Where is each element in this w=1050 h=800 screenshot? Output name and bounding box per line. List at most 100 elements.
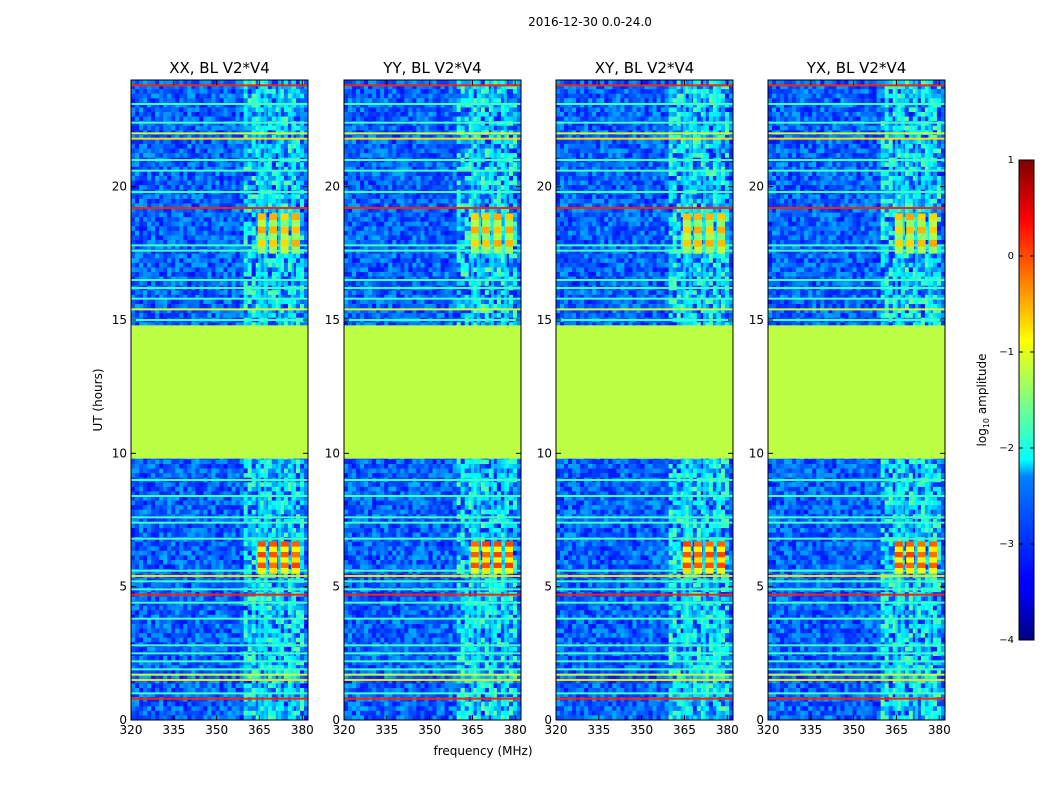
heatmap-cell [179, 560, 184, 565]
heatmap-cell [131, 482, 136, 488]
heatmap-cell [243, 153, 248, 159]
heatmap-cell [287, 98, 293, 104]
heatmap-cell [195, 582, 200, 588]
heatmap-cell [143, 98, 148, 104]
heatmap-cell [215, 212, 220, 218]
heatmap-cell [183, 509, 188, 515]
heatmap-cell [295, 171, 301, 177]
heatmap-cell [195, 555, 200, 561]
heatmap-cell [195, 134, 200, 140]
heatmap-cell [255, 500, 261, 506]
heatmap-cell [243, 294, 248, 300]
heatmap-cell [223, 93, 228, 99]
heatmap-cell [235, 281, 240, 287]
heatmap-cell [159, 523, 164, 529]
heatmap-cell [199, 313, 204, 319]
heatmap-cell [131, 171, 136, 177]
heatmap-cell [163, 230, 168, 236]
heatmap-cell [171, 144, 176, 149]
heatmap-cell [235, 518, 240, 524]
heatmap-cell [259, 112, 265, 117]
heatmap-cell [139, 102, 144, 108]
heatmap-cell [187, 180, 192, 186]
heatmap-cell [159, 541, 164, 547]
heatmap-cell [191, 217, 196, 223]
heatmap-cell [243, 564, 248, 570]
heatmap-cell [151, 596, 156, 602]
heatmap-cell [151, 532, 156, 538]
heatmap-cell [259, 290, 265, 296]
heatmap-cell [303, 509, 308, 515]
heatmap-cell [231, 80, 236, 85]
heatmap-cell [279, 459, 285, 465]
heatmap-cell [203, 464, 208, 469]
heatmap-cell [143, 308, 148, 314]
heatmap-cell [179, 299, 184, 305]
heatmap-cell [167, 148, 172, 154]
heatmap-cell [135, 560, 140, 565]
heatmap-cell [151, 482, 156, 488]
heatmap-cell [215, 262, 220, 268]
heatmap-cell [187, 528, 192, 533]
heatmap-cell [271, 198, 277, 204]
heatmap-cell [247, 171, 252, 177]
heatmap-cell [239, 528, 244, 533]
heatmap-cell [203, 116, 208, 122]
heatmap-cell [267, 496, 273, 501]
heatmap-cell [187, 509, 192, 515]
heatmap-cell [183, 505, 188, 511]
heatmap-cell [167, 582, 172, 588]
heatmap-cell [275, 107, 281, 113]
heatmap-cell [203, 550, 208, 556]
heatmap-cell [167, 230, 172, 236]
heatmap-cell [163, 491, 168, 497]
heatmap-cell [147, 308, 152, 314]
heatmap-cell [151, 546, 156, 552]
heatmap-cell [163, 509, 168, 515]
heatmap-cell [179, 176, 184, 181]
heatmap-cell [187, 541, 192, 547]
heatmap-cell [215, 230, 220, 236]
heatmap-cell [295, 125, 301, 131]
heatmap-cell [187, 564, 192, 570]
heatmap-cell [155, 148, 160, 154]
heatmap-cell [287, 290, 293, 296]
heatmap-cell [303, 253, 308, 259]
heatmap-cell [227, 546, 232, 552]
heatmap-cell [143, 139, 148, 145]
heatmap-cell [231, 148, 236, 154]
heatmap-cell [251, 464, 256, 469]
heatmap-cell [159, 253, 164, 259]
heatmap-cell [131, 134, 136, 140]
heatmap-cell [207, 176, 212, 181]
heatmap-cell [163, 464, 168, 469]
heatmap-cell [247, 221, 252, 227]
heatmap-cell [243, 308, 248, 314]
heatmap-cell [139, 98, 144, 104]
heatmap-cell [219, 240, 224, 245]
heatmap-cell [183, 518, 188, 524]
heatmap-cell [219, 560, 224, 565]
heatmap-cell [295, 112, 301, 117]
heatmap-cell [215, 304, 220, 309]
heatmap-cell [239, 208, 244, 213]
heatmap-cell [159, 596, 164, 602]
heatmap-cell [283, 322, 289, 328]
heatmap-cell [171, 596, 176, 602]
heatmap-cell [247, 299, 252, 305]
heatmap-cell [291, 486, 297, 492]
heatmap-cell [227, 491, 232, 497]
heatmap-cell [299, 84, 305, 90]
heatmap-cell [191, 84, 196, 90]
heatmap-cell [291, 162, 297, 168]
heatmap-cell [131, 496, 136, 501]
heatmap-cell [303, 203, 308, 209]
heatmap-cell [299, 244, 305, 250]
heatmap-cell [179, 144, 184, 149]
heatmap-cell [143, 162, 148, 168]
heatmap-cell [247, 180, 252, 186]
heatmap-cell [175, 468, 180, 474]
heatmap-cell [139, 262, 144, 268]
heatmap-cell [239, 304, 244, 309]
heatmap-cell [171, 185, 176, 191]
